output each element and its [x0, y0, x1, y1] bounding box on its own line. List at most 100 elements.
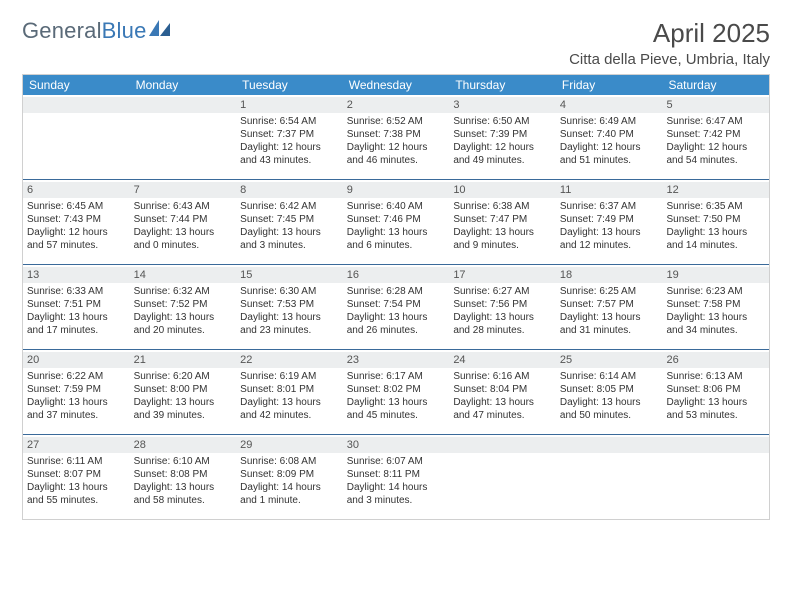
weekday-header: Wednesday [343, 75, 450, 95]
sunrise-line: Sunrise: 6:50 AM [453, 115, 552, 128]
sunset-line: Sunset: 7:40 PM [560, 128, 659, 141]
sunrise-line: Sunrise: 6:17 AM [347, 370, 446, 383]
sunrise-line: Sunrise: 6:07 AM [347, 455, 446, 468]
day-number: 1 [236, 97, 343, 113]
sunrise-line: Sunrise: 6:45 AM [27, 200, 126, 213]
sunset-line: Sunset: 7:38 PM [347, 128, 446, 141]
day-number-empty [662, 437, 769, 453]
day-number: 19 [662, 267, 769, 283]
sunrise-line: Sunrise: 6:10 AM [134, 455, 233, 468]
daylight-line: Daylight: 13 hours and 6 minutes. [347, 226, 446, 252]
day-number: 30 [343, 437, 450, 453]
calendar-day-cell: 28Sunrise: 6:10 AMSunset: 8:08 PMDayligh… [130, 435, 237, 519]
day-number: 12 [662, 182, 769, 198]
calendar-empty-cell [556, 435, 663, 519]
calendar-day-cell: 23 Sunrise: 6:17 AMSunset: 8:02 PMDayligh… [343, 350, 450, 434]
calendar-day-cell: 30Sunrise: 6:07 AMSunset: 8:11 PMDayligh… [343, 435, 450, 519]
calendar-week-row: 13Sunrise: 6:33 AMSunset: 7:51 PMDayligh… [23, 264, 769, 349]
sunset-line: Sunset: 8:07 PM [27, 468, 126, 481]
daylight-line: Daylight: 14 hours and 1 minute. [240, 481, 339, 507]
sunrise-line: Sunrise: 6:19 AM [240, 370, 339, 383]
sunrise-line: Sunrise: 6:27 AM [453, 285, 552, 298]
sunset-line: Sunset: 8:04 PM [453, 383, 552, 396]
sunrise-line: Sunrise: 6:52 AM [347, 115, 446, 128]
daylight-line: Daylight: 14 hours and 3 minutes. [347, 481, 446, 507]
sunset-line: Sunset: 7:49 PM [560, 213, 659, 226]
sunrise-line: Sunrise: 6:43 AM [134, 200, 233, 213]
daylight-line: Daylight: 13 hours and 42 minutes. [240, 396, 339, 422]
day-number: 11 [556, 182, 663, 198]
sunrise-line: Sunrise: 6:20 AM [134, 370, 233, 383]
calendar-week-row: 20Sunrise: 6:22 AMSunset: 7:59 PMDayligh… [23, 349, 769, 434]
calendar-day-cell: 11Sunrise: 6:37 AMSunset: 7:49 PMDayligh… [556, 180, 663, 264]
sunset-line: Sunset: 7:50 PM [666, 213, 765, 226]
weekday-header-row: SundayMondayTuesdayWednesdayThursdayFrid… [23, 75, 769, 95]
sunset-line: Sunset: 7:46 PM [347, 213, 446, 226]
calendar-week-row: 6Sunrise: 6:45 AMSunset: 7:43 PMDaylight… [23, 179, 769, 264]
daylight-line: Daylight: 12 hours and 57 minutes. [27, 226, 126, 252]
weeks-container: 1Sunrise: 6:54 AMSunset: 7:37 PMDaylight… [23, 95, 769, 519]
calendar-day-cell: 13 Sunrise: 6:33 AMSunset: 7:51 PMDayligh… [23, 265, 130, 349]
daylight-line: Daylight: 13 hours and 37 minutes. [27, 396, 126, 422]
calendar-empty-cell [130, 95, 237, 179]
calendar-empty-cell [662, 435, 769, 519]
sunset-line: Sunset: 7:57 PM [560, 298, 659, 311]
calendar-day-cell: 29Sunrise: 6:08 AMSunset: 8:09 PMDayligh… [236, 435, 343, 519]
calendar-day-cell: 9Sunrise: 6:40 AMSunset: 7:46 PMDaylight… [343, 180, 450, 264]
calendar-day-cell: 4Sunrise: 6:49 AMSunset: 7:40 PMDaylight… [556, 95, 663, 179]
sunrise-line: Sunrise: 6:22 AM [27, 370, 126, 383]
sunset-line: Sunset: 7:45 PM [240, 213, 339, 226]
calendar-day-cell: 17Sunrise: 6:27 AMSunset: 7:56 PMDayligh… [449, 265, 556, 349]
brand-part1: General [22, 18, 102, 44]
daylight-line: Daylight: 13 hours and 45 minutes. [347, 396, 446, 422]
daylight-line: Daylight: 13 hours and 47 minutes. [453, 396, 552, 422]
sunset-line: Sunset: 7:51 PM [27, 298, 126, 311]
sunset-line: Sunset: 8:05 PM [560, 383, 659, 396]
daylight-line: Daylight: 13 hours and 31 minutes. [560, 311, 659, 337]
sunset-line: Sunset: 7:37 PM [240, 128, 339, 141]
sunrise-line: Sunrise: 6:28 AM [347, 285, 446, 298]
calendar-day-cell: 1Sunrise: 6:54 AMSunset: 7:37 PMDaylight… [236, 95, 343, 179]
sunrise-line: Sunrise: 6:49 AM [560, 115, 659, 128]
day-number: 26 [662, 352, 769, 368]
sunset-line: Sunset: 7:52 PM [134, 298, 233, 311]
sunrise-line: Sunrise: 6:42 AM [240, 200, 339, 213]
calendar-day-cell: 8Sunrise: 6:42 AMSunset: 7:45 PMDaylight… [236, 180, 343, 264]
sunrise-line: Sunrise: 6:33 AM [27, 285, 126, 298]
day-number: 2 [343, 97, 450, 113]
day-number: 9 [343, 182, 450, 198]
sunset-line: Sunset: 7:56 PM [453, 298, 552, 311]
sunrise-line: Sunrise: 6:25 AM [560, 285, 659, 298]
day-number-empty [23, 97, 130, 113]
sunset-line: Sunset: 8:00 PM [134, 383, 233, 396]
calendar-day-cell: 7Sunrise: 6:43 AMSunset: 7:44 PMDaylight… [130, 180, 237, 264]
day-number: 6 [23, 182, 130, 198]
daylight-line: Daylight: 13 hours and 9 minutes. [453, 226, 552, 252]
day-number: 27 [23, 437, 130, 453]
calendar-day-cell: 24Sunrise: 6:16 AMSunset: 8:04 PMDayligh… [449, 350, 556, 434]
sunrise-line: Sunrise: 6:11 AM [27, 455, 126, 468]
calendar-day-cell: 6Sunrise: 6:45 AMSunset: 7:43 PMDaylight… [23, 180, 130, 264]
day-number: 14 [130, 267, 237, 283]
daylight-line: Daylight: 12 hours and 46 minutes. [347, 141, 446, 167]
sunset-line: Sunset: 7:42 PM [666, 128, 765, 141]
calendar-day-cell: 19Sunrise: 6:23 AMSunset: 7:58 PMDayligh… [662, 265, 769, 349]
daylight-line: Daylight: 13 hours and 17 minutes. [27, 311, 126, 337]
day-number: 13 [23, 267, 130, 283]
daylight-line: Daylight: 13 hours and 3 minutes. [240, 226, 339, 252]
calendar-day-cell: 15Sunrise: 6:30 AMSunset: 7:53 PMDayligh… [236, 265, 343, 349]
brand-part2: Blue [102, 18, 147, 44]
day-number: 21 [130, 352, 237, 368]
daylight-line: Daylight: 12 hours and 54 minutes. [666, 141, 765, 167]
calendar-day-cell: 5Sunrise: 6:47 AMSunset: 7:42 PMDaylight… [662, 95, 769, 179]
sunset-line: Sunset: 7:39 PM [453, 128, 552, 141]
sunrise-line: Sunrise: 6:32 AM [134, 285, 233, 298]
sunrise-line: Sunrise: 6:30 AM [240, 285, 339, 298]
page-header: GeneralBlue April 2025 Citta della Pieve… [22, 18, 770, 68]
sunset-line: Sunset: 8:09 PM [240, 468, 339, 481]
sunset-line: Sunset: 8:06 PM [666, 383, 765, 396]
day-number: 23 [343, 352, 450, 368]
weekday-header: Saturday [662, 75, 769, 95]
daylight-line: Daylight: 13 hours and 55 minutes. [27, 481, 126, 507]
sunset-line: Sunset: 8:02 PM [347, 383, 446, 396]
